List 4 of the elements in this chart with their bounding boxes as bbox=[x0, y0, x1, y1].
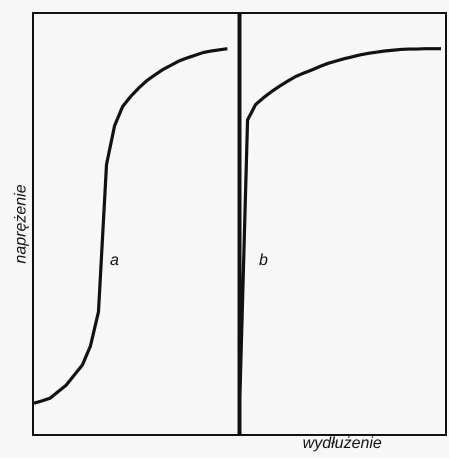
x-axis-title: wydłużenie bbox=[302, 434, 382, 452]
annotation: a bbox=[110, 252, 119, 269]
y-axis-title: naprężenie bbox=[12, 184, 30, 264]
annotation: b bbox=[259, 252, 268, 269]
